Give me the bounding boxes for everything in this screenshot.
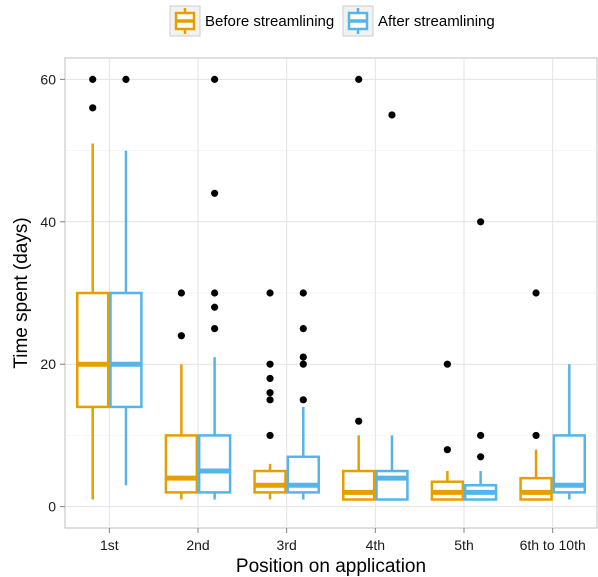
box-group bbox=[109, 75, 143, 486]
y-tick-label: 60 bbox=[40, 71, 56, 87]
box-group bbox=[197, 75, 232, 500]
outlier-point bbox=[299, 396, 307, 404]
outlier-point bbox=[266, 396, 274, 404]
box-group bbox=[430, 360, 465, 501]
outlier-point bbox=[211, 289, 219, 297]
box-group bbox=[75, 75, 110, 500]
box-group bbox=[463, 218, 498, 501]
x-tick-label: 6th to 10th bbox=[520, 537, 586, 553]
y-tick-label: 20 bbox=[40, 356, 56, 372]
outlier-point bbox=[266, 360, 274, 368]
outlier-point bbox=[211, 189, 219, 197]
x-tick-label: 2nd bbox=[186, 537, 209, 553]
box-iqr bbox=[75, 291, 110, 409]
box-iqr bbox=[341, 469, 376, 501]
box-iqr bbox=[253, 469, 287, 494]
legend-label: Before streamlining bbox=[205, 13, 334, 30]
y-axis-title: Time spent (days) bbox=[11, 217, 32, 368]
box-group bbox=[375, 111, 409, 501]
outlier-point bbox=[211, 325, 219, 333]
box-iqr bbox=[109, 291, 143, 409]
outlier-point bbox=[477, 431, 485, 440]
legend-label: After streamlining bbox=[378, 13, 495, 30]
outlier-point bbox=[299, 360, 307, 368]
box-iqr bbox=[375, 469, 409, 501]
outlier-point bbox=[299, 353, 307, 361]
box-iqr bbox=[164, 434, 199, 494]
x-tick-label: 3rd bbox=[277, 537, 297, 553]
outlier-point bbox=[355, 75, 363, 83]
x-tick-label: 5th bbox=[454, 537, 473, 553]
outlier-point bbox=[299, 325, 307, 333]
box-group bbox=[253, 289, 287, 500]
outlier-point bbox=[532, 431, 540, 440]
legend: Before streamlining After streamlining bbox=[169, 5, 495, 37]
axis-ticks: 0 20 40 60 1st 2nd 3rd 4th 5th 6th to 10th bbox=[40, 71, 585, 553]
outlier-point bbox=[266, 389, 274, 397]
outlier-point bbox=[177, 332, 185, 340]
outlier-point bbox=[266, 374, 274, 383]
box-group bbox=[341, 75, 376, 501]
outlier-point bbox=[177, 289, 185, 297]
outlier-point bbox=[532, 289, 540, 297]
y-tick-label: 0 bbox=[48, 499, 56, 515]
box-group bbox=[552, 364, 587, 500]
outlier-point bbox=[388, 111, 396, 119]
outlier-point bbox=[89, 104, 97, 112]
x-tick-label: 4th bbox=[366, 537, 385, 553]
x-tick-label: 1st bbox=[100, 537, 119, 553]
y-tick-label: 40 bbox=[40, 214, 56, 230]
outlier-point bbox=[299, 289, 307, 297]
outlier-point bbox=[266, 289, 274, 297]
legend-item: Before streamlining bbox=[169, 5, 334, 37]
outlier-point bbox=[89, 75, 97, 83]
boxes bbox=[75, 75, 587, 501]
outlier-point bbox=[477, 218, 485, 226]
outlier-point bbox=[266, 431, 274, 440]
outlier-point bbox=[211, 303, 219, 311]
outlier-point bbox=[443, 446, 451, 454]
x-axis-title: Position on application bbox=[236, 556, 426, 577]
outlier-point bbox=[443, 360, 451, 368]
box-iqr bbox=[197, 434, 232, 494]
outlier-point bbox=[477, 453, 485, 461]
outlier-point bbox=[355, 417, 363, 425]
outlier-point bbox=[211, 75, 219, 83]
outlier-point bbox=[122, 75, 130, 83]
legend-item: After streamlining bbox=[342, 5, 495, 37]
box-group bbox=[164, 289, 199, 500]
box-group bbox=[519, 289, 553, 501]
box-iqr bbox=[519, 476, 553, 501]
box-group bbox=[286, 289, 321, 500]
